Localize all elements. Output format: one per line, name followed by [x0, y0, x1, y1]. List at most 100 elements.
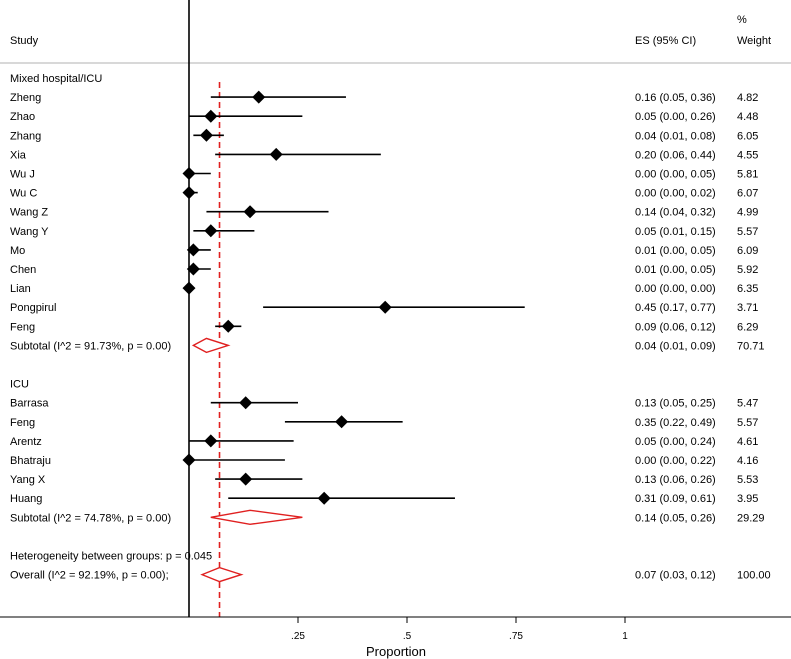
forest-row-study: Zheng 0.16 (0.05, 0.36) 4.82 [10, 90, 758, 104]
row-es-ci: 0.00 (0.00, 0.05) [635, 169, 716, 181]
pooled-estimate-diamond [191, 337, 231, 354]
pooled-estimate-diamond [200, 566, 244, 583]
row-label: Wu J [10, 169, 35, 181]
point-estimate-marker [182, 186, 196, 200]
row-label: Heterogeneity between groups: p = 0.045 [10, 551, 212, 563]
row-weight: 4.55 [737, 149, 758, 161]
row-weight: 4.16 [737, 455, 758, 467]
row-label: Wang Y [10, 226, 49, 238]
row-weight: 5.81 [737, 169, 758, 181]
row-label: Lian [10, 283, 31, 295]
forest-row-study: Mo 0.01 (0.00, 0.05) 6.09 [10, 243, 758, 257]
forest-row-study: Zhao 0.05 (0.00, 0.26) 4.48 [10, 109, 758, 123]
forest-row-study: Wang Z 0.14 (0.04, 0.32) 4.99 [10, 205, 758, 219]
forest-row-subtotal: Overall (I^2 = 92.19%, p = 0.00); 0.07 (0… [10, 566, 771, 583]
point-estimate-marker [239, 472, 253, 486]
forest-row-study: Bhatraju 0.00 (0.00, 0.22) 4.16 [10, 453, 758, 467]
pooled-estimate-diamond [210, 509, 303, 526]
row-weight: 3.71 [737, 302, 758, 314]
row-es-ci: 0.01 (0.00, 0.05) [635, 264, 716, 276]
forest-row-study: Yang X 0.13 (0.06, 0.26) 5.53 [10, 472, 758, 486]
forest-row-study: Feng 0.09 (0.06, 0.12) 6.29 [10, 319, 758, 333]
row-es-ci: 0.20 (0.06, 0.44) [635, 149, 716, 161]
point-estimate-marker [317, 491, 331, 505]
forest-row-study: Xia 0.20 (0.06, 0.44) 4.55 [10, 147, 758, 161]
x-axis-ticks: .25 .5 .75 1 [291, 617, 628, 642]
x-tick-label: .75 [509, 631, 523, 642]
forest-row-study: Zhang 0.04 (0.01, 0.08) 6.05 [10, 128, 758, 142]
row-weight: 5.57 [737, 417, 758, 429]
x-tick-label: 1 [622, 631, 628, 642]
forest-row-study: Arentz 0.05 (0.00, 0.24) 4.61 [10, 434, 758, 448]
row-weight: 5.47 [737, 398, 758, 410]
forest-rows: Mixed hospital/ICU Zheng 0.16 (0.05, 0.36)… [10, 73, 771, 583]
point-estimate-marker [182, 167, 196, 180]
row-es-ci: 0.07 (0.03, 0.12) [635, 570, 716, 582]
forest-row-study: Chen 0.01 (0.00, 0.05) 5.92 [10, 262, 758, 276]
point-estimate-marker [199, 128, 213, 142]
row-weight: 6.35 [737, 283, 758, 295]
point-estimate-marker [186, 262, 200, 276]
row-label: Chen [10, 264, 36, 276]
row-label: Subtotal (I^2 = 74.78%, p = 0.00) [10, 512, 171, 524]
row-label: Subtotal (I^2 = 91.73%, p = 0.00) [10, 340, 171, 352]
row-weight: 5.53 [737, 474, 758, 486]
row-es-ci: 0.05 (0.00, 0.26) [635, 111, 716, 123]
row-weight: 5.57 [737, 226, 758, 238]
row-es-ci: 0.09 (0.06, 0.12) [635, 321, 716, 333]
row-es-ci: 0.13 (0.06, 0.26) [635, 474, 716, 486]
row-es-ci: 0.00 (0.00, 0.00) [635, 283, 716, 295]
point-estimate-marker [204, 434, 218, 448]
point-estimate-marker [204, 224, 218, 238]
point-estimate-marker [378, 300, 392, 314]
row-es-ci: 0.45 (0.17, 0.77) [635, 302, 716, 314]
point-estimate-marker [252, 90, 266, 104]
row-weight: 70.71 [737, 340, 765, 352]
row-label: Mixed hospital/ICU [10, 73, 102, 85]
row-weight: 4.48 [737, 111, 758, 123]
row-es-ci: 0.16 (0.05, 0.36) [635, 92, 716, 104]
point-estimate-marker [221, 319, 235, 333]
point-estimate-marker [335, 415, 349, 429]
forest-row-study: Wu C 0.00 (0.00, 0.02) 6.07 [10, 186, 758, 200]
row-label: Huang [10, 493, 42, 505]
forest-row-note: Heterogeneity between groups: p = 0.045 [10, 551, 212, 563]
row-es-ci: 0.14 (0.05, 0.26) [635, 512, 716, 524]
row-es-ci: 0.14 (0.04, 0.32) [635, 207, 716, 219]
forest-row-study: Feng 0.35 (0.22, 0.49) 5.57 [10, 415, 758, 429]
row-weight: 6.05 [737, 130, 758, 142]
forest-row-study: Huang 0.31 (0.09, 0.61) 3.95 [10, 491, 758, 505]
header-weight: Weight [737, 35, 771, 47]
row-label: Feng [10, 417, 35, 429]
row-label: Mo [10, 245, 25, 257]
row-label: Wu C [10, 188, 37, 200]
row-weight: 4.99 [737, 207, 758, 219]
forest-row-subtotal: Subtotal (I^2 = 91.73%, p = 0.00) 0.04 (0… [10, 337, 765, 354]
header-study: Study [10, 35, 39, 47]
row-es-ci: 0.04 (0.01, 0.08) [635, 130, 716, 142]
point-estimate-marker [204, 109, 218, 123]
row-label: Zhao [10, 111, 35, 123]
point-estimate-marker [239, 396, 253, 410]
row-es-ci: 0.05 (0.00, 0.24) [635, 436, 716, 448]
row-label: Overall (I^2 = 92.19%, p = 0.00); [10, 570, 169, 582]
row-label: Arentz [10, 436, 42, 448]
row-label: Xia [10, 149, 27, 161]
row-es-ci: 0.05 (0.01, 0.15) [635, 226, 716, 238]
point-estimate-marker [269, 147, 283, 161]
row-label: Pongpirul [10, 302, 56, 314]
x-axis-label: Proportion [366, 644, 426, 659]
forest-row-study: Lian 0.00 (0.00, 0.00) 6.35 [10, 281, 758, 295]
forest-row-subtotal: Subtotal (I^2 = 74.78%, p = 0.00) 0.14 (0… [10, 509, 765, 526]
point-estimate-marker [182, 281, 196, 295]
row-es-ci: 0.13 (0.05, 0.25) [635, 398, 716, 410]
row-es-ci: 0.35 (0.22, 0.49) [635, 417, 716, 429]
forest-row-study: Wang Y 0.05 (0.01, 0.15) 5.57 [10, 224, 758, 238]
row-weight: 3.95 [737, 493, 758, 505]
row-weight: 6.29 [737, 321, 758, 333]
row-weight: 29.29 [737, 512, 765, 524]
row-es-ci: 0.00 (0.00, 0.22) [635, 455, 716, 467]
forest-row-study: Wu J 0.00 (0.00, 0.05) 5.81 [10, 167, 758, 181]
forest-row-group: ICU [10, 379, 29, 391]
